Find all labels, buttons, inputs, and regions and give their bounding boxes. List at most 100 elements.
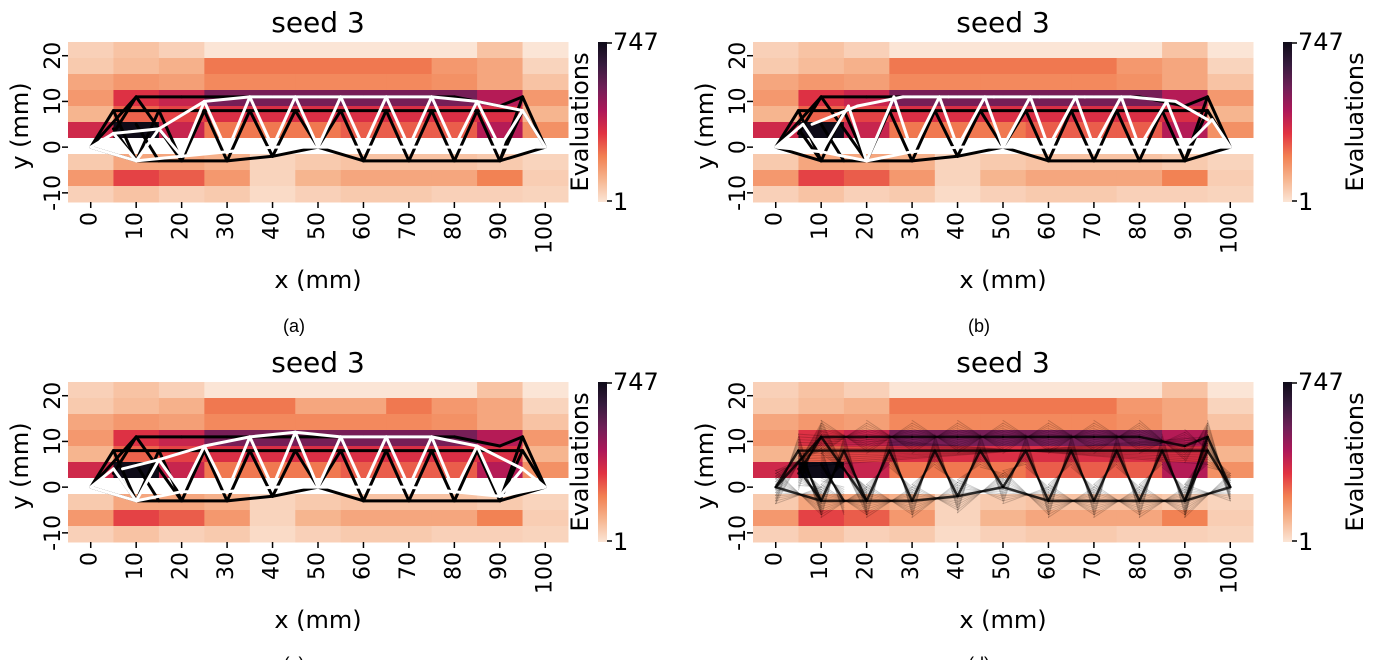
heatmap-cell	[753, 58, 799, 75]
truss-member-faint	[820, 419, 868, 452]
y-tick-label: 20	[726, 42, 751, 70]
truss-member-faint	[1002, 422, 1049, 454]
heatmap-cell	[249, 414, 296, 431]
truss-member-faint	[1184, 422, 1209, 463]
truss-member-white	[1183, 118, 1214, 149]
heatmap-cell	[934, 430, 981, 447]
truss-member-black	[452, 435, 502, 448]
heatmap-cell	[753, 526, 799, 543]
heatmap-cell	[68, 42, 114, 59]
heatmap-cell	[249, 74, 296, 91]
y-tick-label: 0	[726, 140, 751, 154]
truss-member-faint	[1047, 483, 1095, 516]
heatmap-cell	[249, 170, 296, 187]
truss-member-faint	[797, 436, 1209, 468]
colorbar-max-label: 747	[613, 368, 659, 396]
truss-member-white	[521, 109, 547, 149]
heatmap-cell	[934, 74, 981, 91]
heatmap-cell	[340, 526, 387, 543]
truss-member-faint	[1138, 486, 1186, 518]
truss-member-white	[1028, 95, 1050, 149]
truss-member-faint	[866, 486, 913, 518]
x-tick-label: 30	[899, 212, 924, 240]
x-tick-label: 90	[1172, 552, 1197, 580]
truss-member-white	[475, 99, 502, 149]
heatmap-cell	[843, 414, 890, 431]
truss-member-faint	[1093, 422, 1140, 454]
truss-member-faint	[957, 472, 1004, 514]
truss-member-black	[1183, 95, 1210, 163]
heatmap-cell	[934, 510, 981, 527]
truss-member-faint	[866, 486, 913, 518]
truss-member-faint	[1093, 486, 1140, 518]
truss-member-black	[407, 449, 434, 503]
heatmap-cell	[1116, 430, 1163, 447]
heatmap-cell	[204, 74, 251, 91]
truss-member-faint	[911, 482, 959, 518]
heatmap-cell	[431, 170, 478, 187]
heatmap-cell	[753, 494, 799, 511]
truss-member-faint	[1138, 486, 1186, 518]
heatmap-cell	[340, 58, 387, 75]
heatmap-cell	[843, 398, 890, 415]
heatmap-cell	[889, 430, 936, 447]
x-tick-label: 70	[1081, 552, 1106, 580]
x-tick-label: 30	[899, 552, 924, 580]
heatmap-cell	[798, 414, 845, 431]
heatmap-cell	[1207, 398, 1254, 415]
heatmap-cell	[113, 510, 160, 527]
x-tick-label: 50	[990, 212, 1015, 240]
y-axis-label: y (mm)	[6, 82, 34, 169]
truss-member-white	[498, 485, 547, 498]
truss-member-black	[134, 109, 161, 163]
x-tick-label: 60	[350, 212, 375, 240]
truss-member-white	[1165, 99, 1187, 149]
y-tick-label: -10	[726, 515, 751, 551]
truss-member-faint	[1093, 483, 1140, 516]
heatmap-cell	[1071, 478, 1118, 495]
heatmap-cells	[753, 42, 1254, 203]
heatmap-cell	[158, 510, 205, 527]
x-axis-label: x (mm)	[959, 266, 1046, 294]
x-tick-label: 80	[1126, 552, 1151, 580]
x-tick-label: 0	[78, 552, 103, 566]
truss-member-faint	[866, 422, 913, 454]
x-tick-label: 10	[123, 212, 148, 240]
truss-overlay	[89, 430, 547, 503]
heatmap-cell	[249, 58, 296, 75]
heatmap-cell	[1207, 42, 1254, 59]
truss-member-faint	[1138, 483, 1186, 516]
truss-member-black	[797, 435, 823, 475]
heatmap-cell	[386, 42, 433, 59]
heatmap-cell	[753, 186, 799, 203]
heatmap-cell	[522, 430, 569, 447]
truss-member-faint	[1002, 422, 1049, 454]
heatmap-cell	[158, 398, 205, 415]
truss-member-white	[1137, 99, 1169, 149]
truss-member-faint	[866, 419, 913, 452]
heatmap-cell	[249, 510, 296, 527]
truss-member-faint	[866, 483, 913, 516]
truss-member-white	[774, 122, 805, 149]
truss-member-black	[796, 127, 823, 163]
truss-member-faint	[911, 482, 959, 518]
heatmap-cell	[1207, 90, 1254, 107]
heatmap-cell	[753, 414, 799, 431]
heatmap-cell	[1162, 58, 1209, 75]
heatmap-cell	[340, 186, 387, 203]
heatmap-cell	[980, 42, 1027, 59]
heatmap-cell	[1207, 382, 1254, 399]
heatmap-cell	[1207, 430, 1254, 447]
heatmap-cell	[431, 526, 478, 543]
heatmap-cell	[68, 382, 114, 399]
heatmap-cell	[295, 494, 342, 511]
truss-member-faint	[1093, 422, 1140, 454]
truss-member-white	[202, 444, 229, 494]
truss-member-black	[819, 435, 868, 503]
truss-member-black	[1138, 435, 1187, 448]
truss-member-faint	[797, 433, 1209, 465]
heatmap-cell	[1207, 122, 1254, 139]
x-tick-label: 60	[1035, 212, 1060, 240]
truss-member-white	[521, 467, 547, 489]
